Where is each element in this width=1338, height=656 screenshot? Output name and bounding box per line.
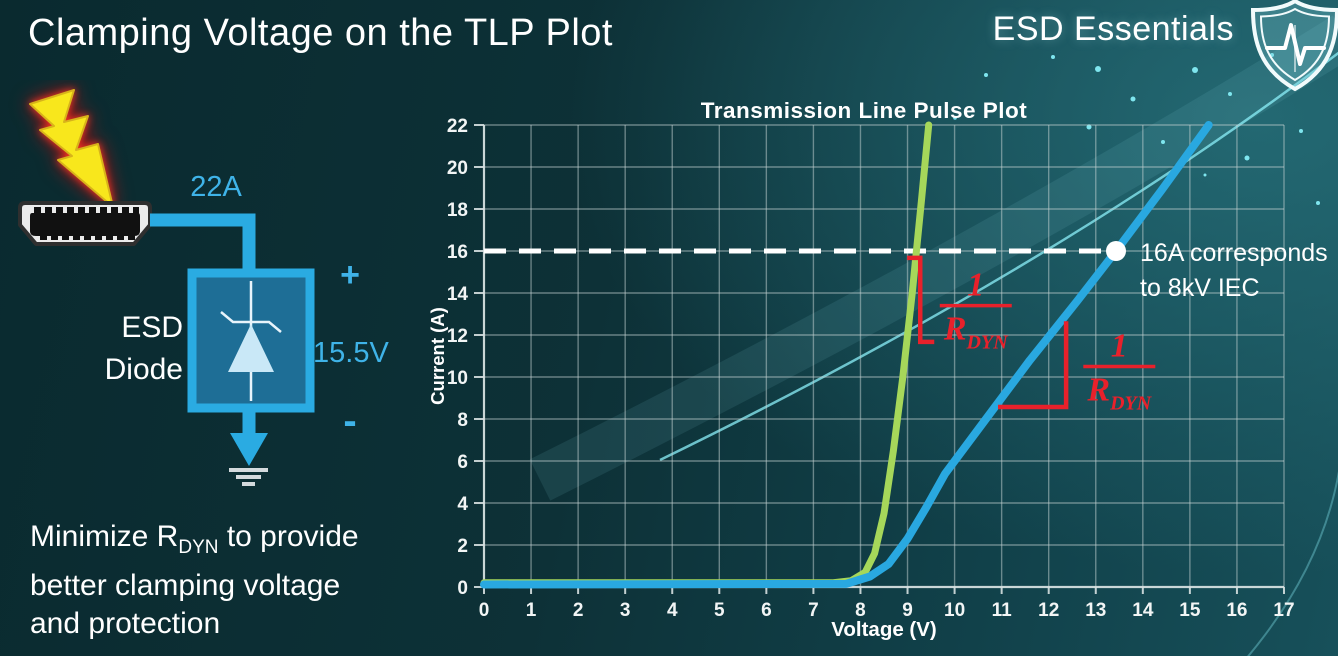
clamp-voltage-label: 15.5V	[313, 337, 389, 369]
y-tick-label: 0	[457, 578, 468, 599]
y-tick-label: 16	[447, 242, 468, 263]
x-tick-label: 5	[714, 600, 725, 621]
x-tick-label: 15	[1179, 600, 1201, 621]
device-label-line2: Diode	[105, 353, 183, 386]
series-high-rdyn-diode-blue	[480, 121, 1213, 589]
takeaway-note: Minimize RDYN to provide better clamping…	[30, 518, 359, 643]
y-axis-label: Current (A)	[430, 307, 448, 405]
device-label-line1: ESD	[121, 311, 183, 344]
x-tick-label: 13	[1085, 600, 1106, 621]
brand-title: ESD Essentials	[992, 10, 1234, 48]
y-tick-label: 18	[447, 200, 468, 221]
esd-circuit-diagram: 22A ESD Diode + 15.5V -	[18, 89, 389, 486]
y-tick-label: 2	[457, 536, 468, 557]
x-tick-label: 11	[992, 600, 1013, 621]
x-tick-label: 14	[1132, 600, 1154, 621]
surge-current-label: 22A	[190, 171, 242, 203]
shield-icon	[1250, 0, 1338, 92]
rdyn-subscript: DYN	[178, 537, 219, 558]
blue-slope-bracket	[997, 321, 1069, 410]
minus-label: -	[343, 399, 356, 443]
note-line1: Minimize RDYN to provide	[30, 520, 359, 558]
green-slope-bracket	[907, 255, 935, 345]
lightning-bolt-icon	[29, 89, 114, 208]
swoosh-line-icon	[659, 51, 1338, 462]
y-tick-label: 8	[457, 410, 468, 431]
swoosh-band	[529, 15, 1338, 501]
x-tick-label: 7	[808, 600, 819, 621]
x-tick-label: 10	[944, 600, 965, 621]
green-slope-denominator: RDYN	[943, 311, 1009, 354]
x-tick-label: 6	[761, 600, 772, 621]
y-tick-label: 20	[447, 158, 468, 179]
y-tick-label: 14	[447, 284, 469, 305]
series-low-rdyn-diode-green	[480, 121, 933, 587]
hdmi-connector-icon	[18, 201, 152, 246]
green-slope-numerator: 1	[967, 267, 984, 304]
y-tick-label: 6	[457, 452, 468, 473]
x-tick-label: 8	[855, 600, 866, 621]
x-tick-label: 4	[667, 600, 678, 621]
zener-diode-icon	[187, 268, 315, 413]
y-tick-label: 22	[447, 116, 468, 137]
marker-dot	[1106, 241, 1126, 261]
wire	[150, 213, 256, 276]
blue-slope-denominator: RDYN	[1086, 372, 1152, 415]
marker-label-line1: 16A corresponds	[1140, 239, 1328, 267]
x-tick-label: 2	[573, 600, 584, 621]
marker-label-line2: to 8kV IEC	[1140, 274, 1260, 302]
ground-arrow-icon	[230, 408, 268, 466]
y-tick-label: 10	[447, 368, 468, 389]
plus-label: +	[340, 256, 360, 294]
page-title: Clamping Voltage on the TLP Plot	[28, 12, 613, 54]
note-line3: and protection	[30, 607, 221, 640]
chart-title: Transmission Line Pulse Plot	[701, 98, 1028, 123]
x-tick-label: 1	[526, 600, 537, 621]
y-tick-label: 12	[447, 326, 468, 347]
x-tick-label: 16	[1226, 600, 1247, 621]
x-tick-label: 9	[902, 600, 913, 621]
sparkle-dots-icon	[953, 36, 1320, 205]
x-tick-label: 0	[479, 600, 490, 621]
x-tick-label: 17	[1273, 600, 1294, 621]
y-tick-label: 4	[457, 494, 468, 515]
note-line2: better clamping voltage	[30, 569, 341, 602]
x-tick-label: 3	[620, 600, 631, 621]
x-axis-label: Voltage (V)	[831, 618, 937, 641]
ground-icon	[229, 468, 268, 486]
blue-slope-numerator: 1	[1111, 328, 1128, 365]
x-tick-label: 12	[1038, 600, 1059, 621]
